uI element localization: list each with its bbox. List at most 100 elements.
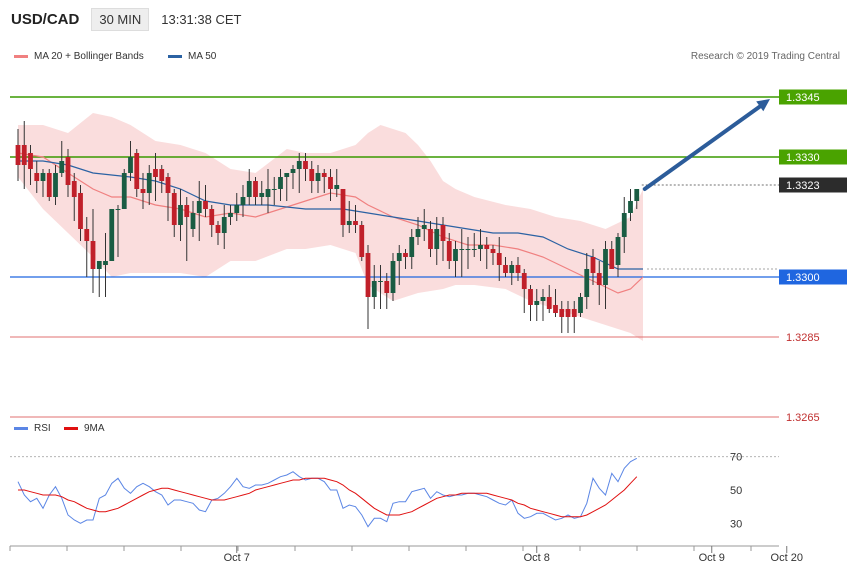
level-box-1.3345 [779, 89, 847, 105]
axis-label-Oct-20: Oct 20 [771, 552, 803, 564]
candle-body [528, 289, 533, 305]
candle-body [159, 169, 165, 181]
clock-time: 13:31:38 CET [161, 11, 242, 27]
candle-body [328, 177, 333, 189]
candle-body [346, 221, 352, 225]
candle-body [34, 173, 40, 181]
candle-body [415, 229, 421, 237]
candle-body [303, 161, 308, 169]
timeframe-badge[interactable]: 30 MIN [91, 7, 150, 31]
candle-body [278, 177, 283, 189]
chart-header: USD/CAD 30 MIN 13:31:38 CET [0, 6, 241, 32]
candle-body [384, 281, 390, 293]
level-box-1.3323 [779, 177, 847, 193]
candle-body [196, 201, 202, 213]
candle-body [15, 145, 21, 165]
level-label-1.3265: 1.3265 [786, 412, 820, 424]
credit-text: Research © 2019 Trading Central [690, 51, 840, 62]
candle-body [334, 185, 340, 189]
candle-body [478, 245, 483, 249]
candle-body [53, 173, 58, 197]
legend-bollinger: MA 20 + Bollinger Bands [14, 51, 144, 62]
candle-body [353, 221, 358, 225]
candle-body [609, 249, 615, 269]
axis-label-Oct-9: Oct 9 [699, 552, 725, 564]
candle-body [403, 253, 408, 257]
candle-body [246, 181, 252, 197]
bollinger-band [18, 113, 643, 341]
legend-ma50-label: MA 50 [188, 51, 217, 62]
forecast-arrow [642, 99, 770, 191]
candle-body [290, 169, 296, 173]
candle-body [184, 205, 190, 217]
candle-body [271, 189, 277, 190]
candle-body [296, 161, 302, 169]
candle-body [428, 229, 433, 249]
candle-body [340, 189, 346, 225]
candle-body [59, 161, 65, 173]
level-box-1.3330 [779, 149, 847, 165]
rsi-tick-30: 30 [730, 518, 742, 530]
candle-body [253, 181, 258, 197]
candle-body [315, 173, 321, 181]
rsi-panel: 30 50 70 [10, 452, 779, 530]
time-axis: Oct 7 Oct 8 Oct 9 Oct 20 [9, 545, 803, 564]
candle-body [471, 249, 477, 250]
candle-body [465, 249, 471, 250]
bollinger-swatch [14, 55, 28, 58]
candle-body [553, 305, 558, 313]
candle-body [490, 249, 496, 253]
candle-body [359, 225, 365, 257]
candle-body [234, 205, 240, 213]
candle-body [96, 261, 102, 269]
candle-body [540, 297, 546, 301]
candle-body [459, 249, 465, 250]
candle-body [284, 173, 290, 177]
ma50-swatch [168, 55, 182, 58]
level-label-1.3345: 1.3345 [786, 92, 820, 104]
candle-body [134, 153, 140, 189]
candle-body [584, 269, 590, 297]
rsi-swatch [14, 427, 28, 430]
candle-body [440, 225, 446, 241]
candle-body [503, 265, 508, 273]
rsi-tick-70: 70 [730, 452, 742, 464]
candle-body [309, 169, 315, 181]
axis-label-Oct-8: Oct 8 [524, 552, 550, 564]
candle-body [615, 237, 621, 265]
candle-body [171, 193, 177, 225]
candle-body [496, 253, 502, 265]
candle-body [578, 297, 583, 313]
candle-body [109, 209, 115, 261]
legend-ma50: MA 50 [168, 51, 216, 62]
arrow-head [756, 99, 770, 112]
candle-body [71, 181, 77, 197]
candle-body [259, 193, 265, 197]
candle-body [146, 173, 152, 193]
axis-label-Oct-7: Oct 7 [224, 552, 250, 564]
candle-body [221, 217, 227, 233]
candle-body [521, 273, 527, 289]
candle-body [165, 177, 171, 193]
candle-body [596, 273, 602, 285]
candle-body [446, 241, 452, 261]
candle-body [115, 209, 121, 210]
candle-body [28, 153, 33, 169]
candle-body [46, 173, 52, 197]
level-label-1.3300: 1.3300 [786, 272, 820, 284]
candle-body [128, 157, 133, 173]
legend-bollinger-label: MA 20 + Bollinger Bands [34, 51, 144, 62]
candle-body [371, 281, 377, 297]
candle-body [178, 205, 183, 225]
candle-body [209, 209, 215, 225]
legend-rsi: RSI [14, 423, 51, 434]
legend-9ma-label: 9MA [84, 423, 105, 434]
candle-body [621, 213, 627, 237]
candle-body [565, 309, 571, 317]
candle-body [546, 297, 552, 309]
candle-body [534, 301, 540, 305]
candle-body [121, 173, 127, 209]
legend-rsi-label: RSI [34, 423, 51, 434]
candle-body [365, 253, 371, 297]
